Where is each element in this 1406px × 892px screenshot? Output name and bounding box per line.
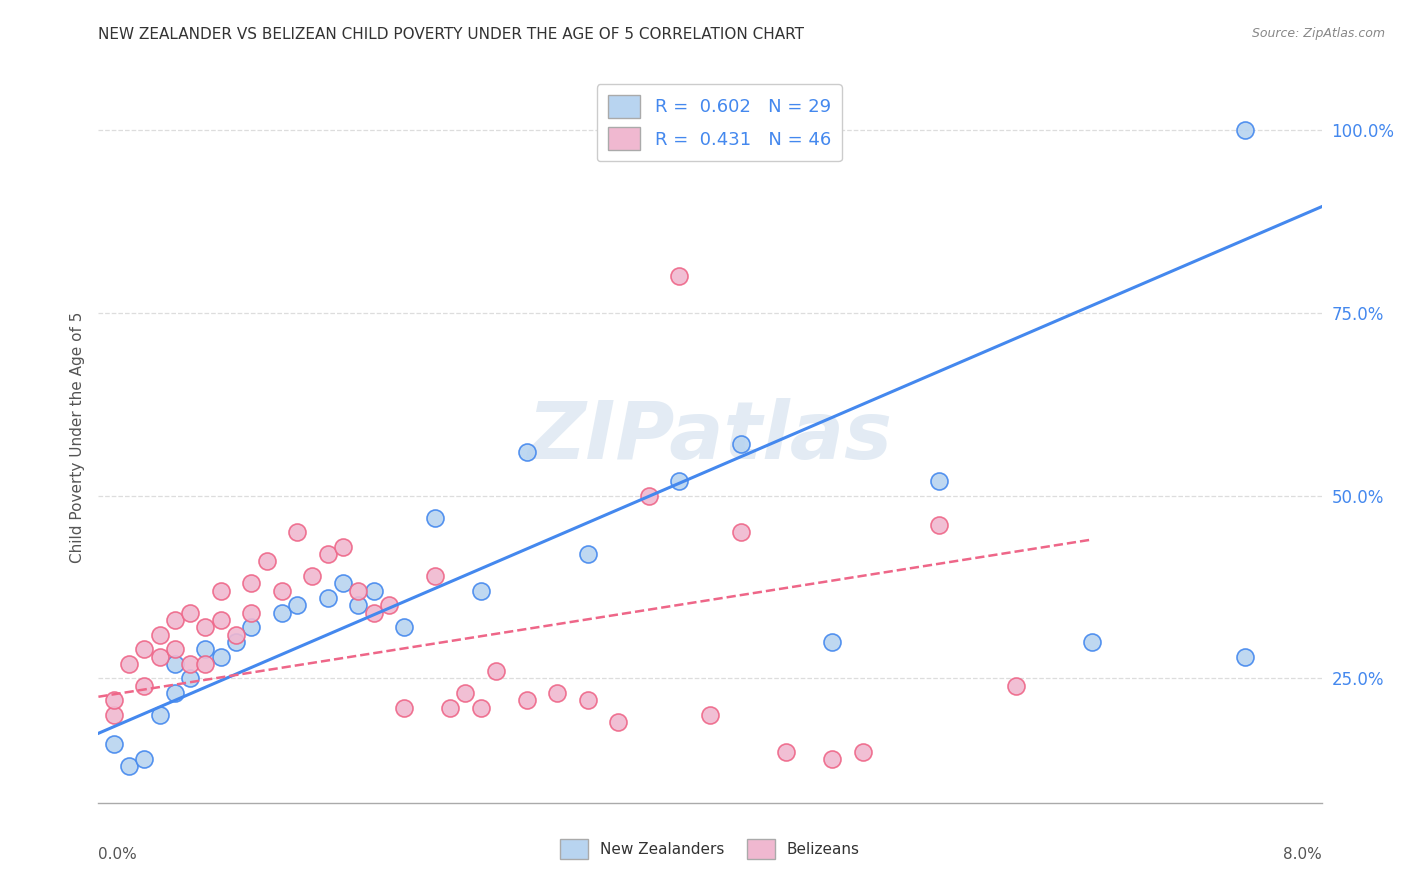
Point (118, 657, 141, 671)
Point (149, 649, 172, 664)
Point (285, 525, 308, 540)
Point (179, 672, 201, 686)
Point (240, 620, 263, 634)
Legend: New Zealanders, Belizeans: New Zealanders, Belizeans (554, 833, 866, 864)
Point (179, 606, 201, 620)
Point (363, 583, 385, 598)
Point (928, 474, 950, 488)
Y-axis label: Child Poverty Under the Age of 5: Child Poverty Under the Age of 5 (69, 311, 84, 563)
Point (730, 525, 752, 540)
Point (1234, 123, 1257, 137)
Point (470, 583, 492, 598)
Point (163, 686, 186, 700)
Point (699, 708, 721, 723)
Point (378, 599, 401, 613)
Point (209, 613, 232, 627)
Point (316, 547, 339, 561)
Point (546, 686, 568, 700)
Point (316, 591, 339, 605)
Point (852, 745, 875, 759)
Point (240, 606, 263, 620)
Point (454, 686, 477, 700)
Point (392, 700, 416, 714)
Point (103, 708, 125, 723)
Point (1234, 649, 1257, 664)
Point (118, 759, 141, 773)
Point (163, 613, 186, 627)
Point (103, 693, 125, 707)
Point (821, 752, 844, 766)
Point (163, 642, 186, 657)
Point (668, 269, 690, 284)
Point (730, 437, 752, 451)
Point (637, 489, 661, 503)
Point (516, 693, 538, 707)
Point (668, 474, 690, 488)
Point (103, 737, 125, 751)
Text: NEW ZEALANDER VS BELIZEAN CHILD POVERTY UNDER THE AGE OF 5 CORRELATION CHART: NEW ZEALANDER VS BELIZEAN CHILD POVERTY … (98, 27, 804, 42)
Text: Source: ZipAtlas.com: Source: ZipAtlas.com (1251, 27, 1385, 40)
Point (485, 664, 508, 678)
Point (225, 627, 247, 641)
Point (194, 657, 217, 671)
Point (194, 642, 217, 657)
Point (928, 517, 950, 532)
Point (163, 657, 186, 671)
Point (392, 620, 416, 634)
Point (607, 715, 630, 730)
Point (134, 679, 156, 693)
Point (270, 583, 294, 598)
Point (363, 606, 385, 620)
Point (194, 620, 217, 634)
Point (270, 606, 294, 620)
Point (209, 649, 232, 664)
Point (149, 627, 172, 641)
Point (256, 554, 278, 568)
Point (576, 693, 599, 707)
Point (347, 599, 370, 613)
Point (225, 635, 247, 649)
Point (470, 700, 492, 714)
Point (516, 444, 538, 458)
Text: 8.0%: 8.0% (1282, 847, 1322, 862)
Point (332, 576, 354, 591)
Point (821, 635, 844, 649)
Text: 0.0%: 0.0% (98, 847, 138, 862)
Point (439, 700, 461, 714)
Point (285, 599, 308, 613)
Point (134, 642, 156, 657)
Point (347, 583, 370, 598)
Point (775, 745, 797, 759)
Point (576, 547, 599, 561)
Point (240, 576, 263, 591)
Point (179, 657, 201, 671)
Point (149, 708, 172, 723)
Point (301, 569, 323, 583)
Point (209, 583, 232, 598)
Point (134, 752, 156, 766)
Point (423, 569, 446, 583)
Point (1004, 679, 1026, 693)
Point (423, 510, 446, 524)
Text: ZIPatlas: ZIPatlas (527, 398, 893, 476)
Point (1081, 635, 1104, 649)
Point (332, 540, 354, 554)
